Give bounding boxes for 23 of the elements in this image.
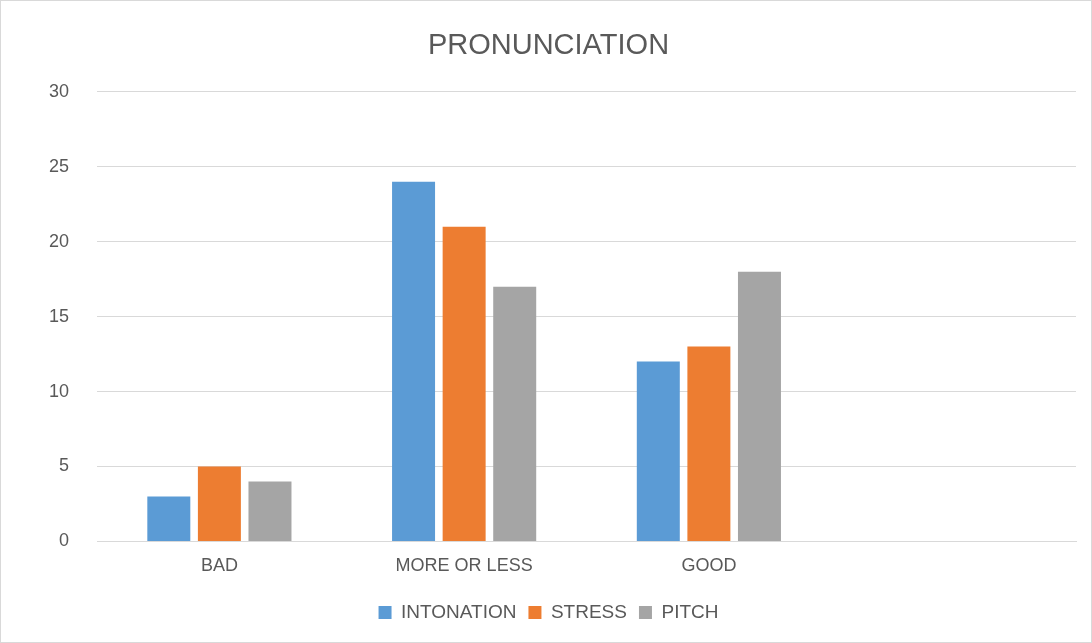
y-tick-label: 25 [48,155,70,176]
chart-title: PRONUNCIATION [427,28,670,61]
x-tick-label: GOOD [681,555,737,576]
x-tick-label: BAD [200,555,238,576]
y-tick-label: 15 [48,305,70,326]
bar [248,481,292,541]
bar [687,346,731,541]
legend-label: STRESS [550,600,627,622]
y-tick-label: 0 [59,530,70,551]
bar [636,361,680,541]
y-tick-label: 30 [48,80,70,101]
x-tick-label: MORE OR LESS [395,555,533,576]
legend-label: PITCH [661,600,719,622]
y-tick-label: 10 [48,380,70,401]
bar [392,181,436,541]
bar [737,271,781,541]
y-tick-label: 20 [48,230,70,251]
bar [493,286,537,541]
legend-label: INTONATION [401,600,517,622]
y-tick-label: 5 [59,455,70,476]
bar [147,496,191,541]
bar [197,466,241,541]
bar [442,226,486,541]
